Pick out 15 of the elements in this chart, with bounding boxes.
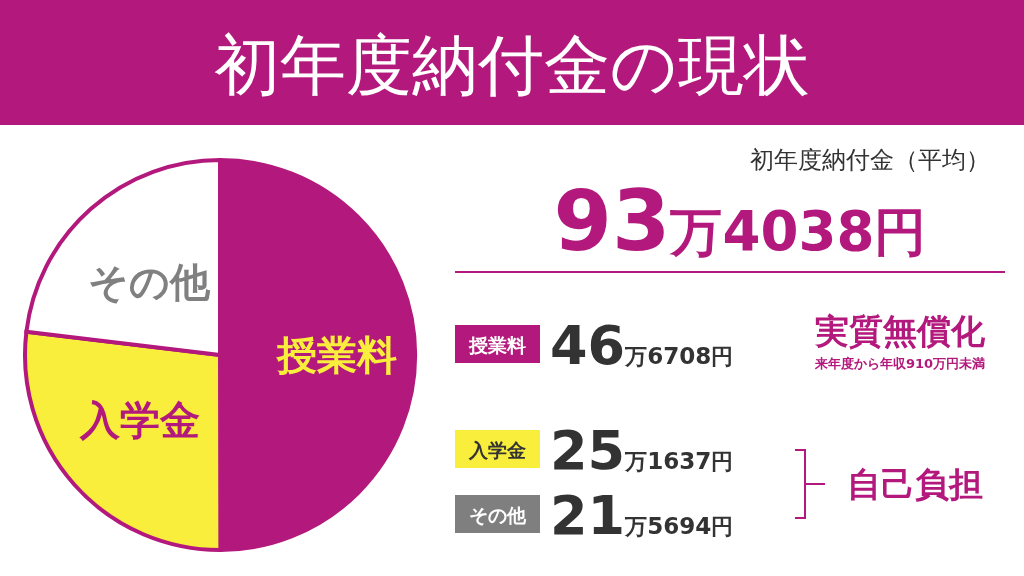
text: 21万5694円 (550, 484, 734, 547)
text: 93万4038円 (553, 172, 927, 270)
category-label: 入学金 (468, 439, 526, 461)
slice-label: その他 (87, 259, 211, 306)
text: 実質無償化 (814, 311, 986, 351)
text: 初年度納付金（平均） (750, 146, 990, 174)
category-label: その他 (468, 504, 526, 526)
chart-title: 初年度納付金の現状 (214, 27, 810, 104)
text: 自己負担 (847, 464, 983, 504)
text: 25万1637円 (550, 419, 734, 482)
legend-label: 授業料 (275, 331, 397, 378)
text: 来年度から年収910万円未満 (813, 356, 986, 371)
slice-label: 入学金 (78, 396, 200, 443)
text: 46万6708円 (550, 314, 734, 377)
slice-label: 授業料 (467, 334, 526, 356)
